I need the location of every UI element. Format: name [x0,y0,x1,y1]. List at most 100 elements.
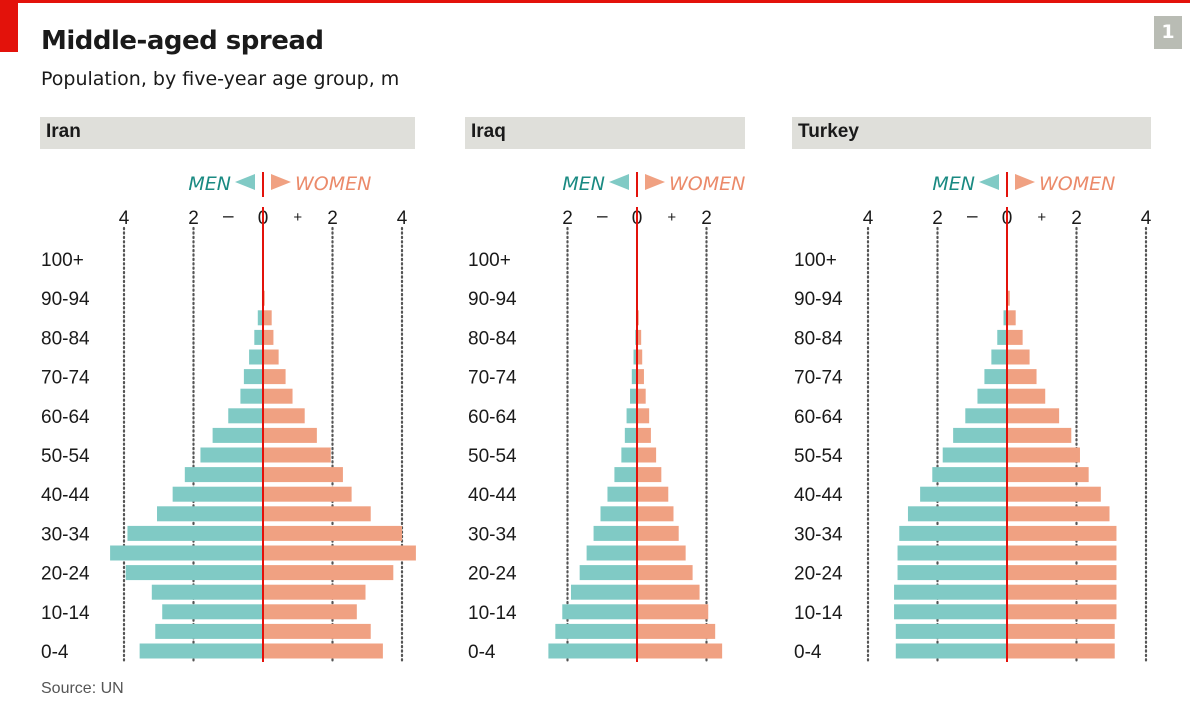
iran-tick-label: 2 [327,208,338,229]
iraq-bar-women [637,329,642,345]
iraq-bar-men [570,584,637,600]
turkey-tick-label: 4 [1141,208,1152,229]
turkey-bar-women [1007,584,1117,600]
iraq-bar-women [637,565,693,581]
iran-bar-men [110,545,263,561]
iran-bar-men [249,349,263,365]
iran-age-label: 50-54 [41,446,90,467]
turkey-bar-men [899,525,1007,541]
turkey-bar-men [897,545,1007,561]
turkey-bar-women [1007,388,1046,404]
iraq-age-label: 70-74 [468,368,517,389]
iraq-legend-men-arrow-icon [609,174,629,190]
iraq-bar-women [637,643,723,659]
turkey-bar-women [1007,486,1101,502]
source-note: Source: UN [41,680,124,697]
iran-bar-men [257,310,263,326]
iran-bar-women [263,525,402,541]
iraq-bar-men [579,565,637,581]
iraq-bar-men [621,447,637,463]
turkey-bar-women [1007,349,1030,365]
iran-age-label: 0-4 [41,642,69,663]
iran-age-label: 30-34 [41,524,90,545]
panel-title-iraq: Iraq [471,121,506,142]
iraq-bar-women [637,584,700,600]
iran-legend-men-arrow-icon [235,174,255,190]
turkey-bar-women [1007,427,1072,443]
turkey-bar-men [895,623,1007,639]
iraq-bar-women [637,369,644,385]
iran-bar-women [263,565,394,581]
iran-bar-men [212,427,263,443]
iran-bar-women [263,604,357,620]
iraq-plus-sign: + [667,209,676,226]
iran-bar-women [263,447,331,463]
turkey-age-label: 80-84 [794,328,843,349]
iraq-bar-men [624,427,637,443]
turkey-minus-sign: – [967,206,978,227]
turkey-bar-women [1007,506,1110,522]
iran-bar-men [184,467,263,483]
iraq-age-label: 20-24 [468,564,517,585]
turkey-plus-sign: + [1037,209,1046,226]
iraq-bar-men [614,467,637,483]
turkey-legend-men-arrow-icon [979,174,999,190]
turkey-age-label: 30-34 [794,524,843,545]
turkey-bar-men [932,467,1007,483]
iran-age-label: 60-64 [41,407,90,428]
iraq-bar-women [637,467,662,483]
turkey-bar-women [1007,408,1060,424]
iran-tick-label: 2 [188,208,199,229]
panel-header-iran: Iran [40,117,415,149]
iraq-bar-women [637,349,643,365]
turkey-bar-men [907,506,1007,522]
iran-bar-women [263,467,343,483]
iraq-bar-men [555,623,637,639]
iraq-bar-women [637,604,709,620]
iran-bar-women [263,388,293,404]
chart-title: Middle-aged spread [41,26,324,56]
turkey-bar-men [894,584,1007,600]
iraq-bar-men [631,369,637,385]
panel-header-turkey: Turkey [792,117,1151,149]
brand-tab [0,0,18,52]
iran-bar-men [162,604,263,620]
iran-tick-label: 4 [119,208,130,229]
iraq-bar-women [637,447,657,463]
iraq-bar-women [637,506,674,522]
iran-bar-men [243,369,263,385]
iran-plus-sign: + [293,209,302,226]
iraq-legend-men: MEN [562,173,605,195]
iraq-bar-men [600,506,637,522]
iran-bar-men [155,623,263,639]
iraq-bar-men [626,408,637,424]
iran-bar-women [263,310,272,326]
iran-bar-women [263,545,416,561]
iraq-tick-label: 2 [701,208,712,229]
iraq-age-label: 30-34 [468,524,517,545]
turkey-bar-men [997,329,1007,345]
iran-bar-men [125,565,263,581]
iraq-bar-men [633,349,637,365]
turkey-bar-men [895,643,1007,659]
iraq-bar-women [637,525,679,541]
turkey-bar-men [977,388,1007,404]
iraq-age-label: 90-94 [468,289,517,310]
turkey-bar-women [1007,290,1010,306]
iran-bar-women [263,349,279,365]
iraq-age-label: 80-84 [468,328,517,349]
iran-bar-men [254,329,263,345]
iran-minus-sign: – [223,206,234,227]
iran-bar-women [263,369,286,385]
turkey-bar-women [1007,565,1117,581]
iraq-age-label: 50-54 [468,446,517,467]
turkey-bar-men [991,349,1007,365]
iran-legend-women-arrow-icon [271,174,291,190]
iran-bar-women [263,643,383,659]
iraq-bar-men [593,525,637,541]
turkey-age-label: 0-4 [794,642,822,663]
iran-bar-women [263,584,366,600]
turkey-bar-men [1003,310,1007,326]
iran-bar-men [139,643,263,659]
turkey-age-label: 20-24 [794,564,843,585]
